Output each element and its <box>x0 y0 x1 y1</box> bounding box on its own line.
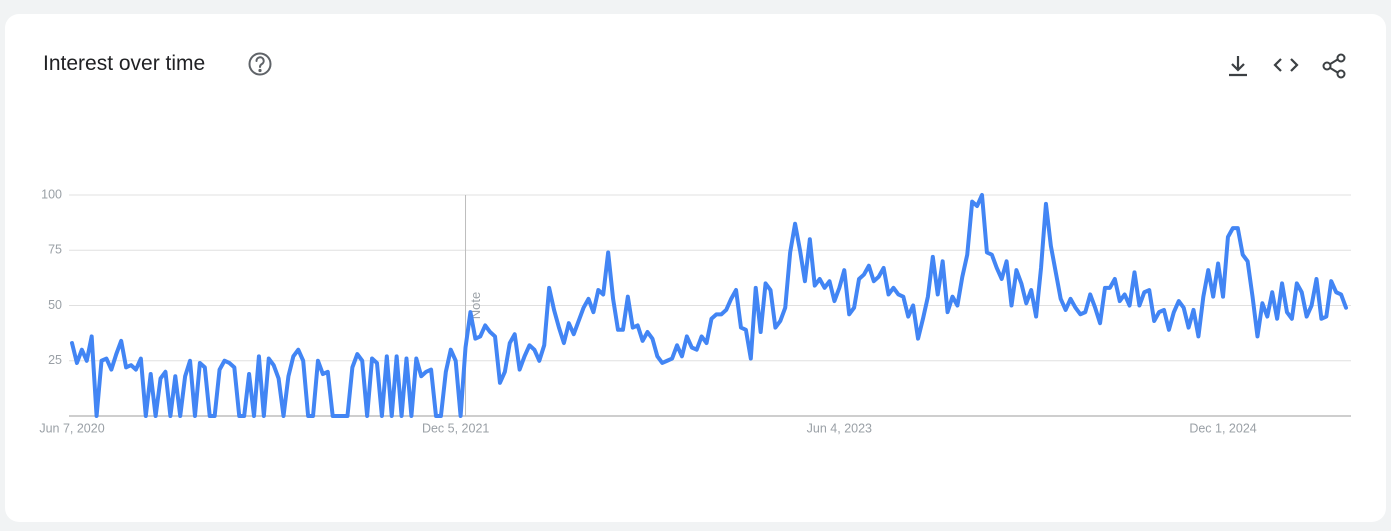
y-tick-label: 100 <box>41 187 62 201</box>
x-tick-label: Jun 7, 2020 <box>39 421 104 435</box>
y-tick-label: 25 <box>48 353 62 367</box>
y-tick-label: 75 <box>48 243 62 257</box>
help-icon[interactable] <box>248 52 272 76</box>
line-series <box>70 193 1348 418</box>
card: Interest over time <box>5 14 1386 522</box>
embed-button[interactable] <box>1273 58 1299 72</box>
download-button[interactable] <box>1229 56 1247 77</box>
y-tick-label: 50 <box>48 298 62 312</box>
share-button[interactable] <box>1322 53 1346 79</box>
x-tick-label: Dec 5, 2021 <box>422 421 489 435</box>
x-tick-label: Dec 1, 2024 <box>1189 421 1256 435</box>
x-tick-label: Jun 4, 2023 <box>807 421 872 435</box>
card-title: Interest over time <box>43 52 206 75</box>
